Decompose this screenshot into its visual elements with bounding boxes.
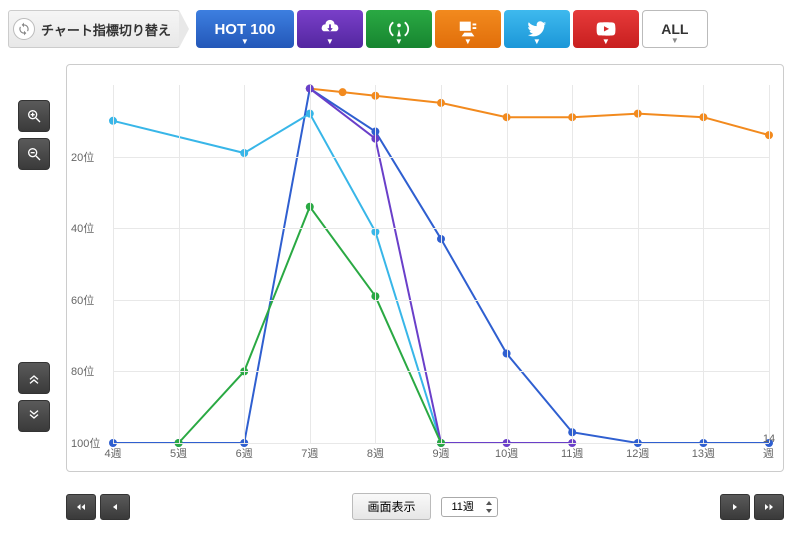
y-tick-label: 40位 <box>71 220 94 236</box>
tab-lookup[interactable]: ▼ <box>435 10 501 48</box>
x-tick-label: 11週 <box>561 445 583 461</box>
tab-download[interactable]: ▼ <box>297 10 363 48</box>
gridline-v <box>113 85 114 443</box>
nav-label: チャート指標切り替え <box>41 20 171 39</box>
x-tick-label: 7週 <box>301 445 318 461</box>
top-nav: チャート指標切り替え HOT 100▼▼▼▼▼▼ALL▼ <box>8 8 792 50</box>
series-cyan <box>113 114 441 443</box>
chart-panel: 4週5週6週7週8週9週10週11週12週13週14週 20位40位60位80位… <box>66 64 784 472</box>
gridline-v <box>441 85 442 443</box>
display-button[interactable]: 画面表示 <box>352 493 430 520</box>
vscroll-buttons <box>18 362 50 432</box>
gridline-v <box>769 85 770 443</box>
chevron-down-icon: ▼ <box>464 37 472 46</box>
y-tick-label: 60位 <box>71 292 94 308</box>
x-tick-label: 10週 <box>495 445 518 461</box>
x-tick-label: 8週 <box>367 445 384 461</box>
tabs: HOT 100▼▼▼▼▼▼ALL▼ <box>196 10 708 48</box>
zoom-in-button[interactable] <box>18 100 50 132</box>
tab-youtube[interactable]: ▼ <box>573 10 639 48</box>
bottom-controls: 画面表示 11週 <box>66 493 784 520</box>
center-controls: 画面表示 11週 <box>130 493 720 520</box>
app-root: チャート指標切り替え HOT 100▼▼▼▼▼▼ALL▼ 4週5週6週7週8週9… <box>0 0 800 536</box>
rewind-button[interactable] <box>66 494 96 520</box>
next-button[interactable] <box>720 494 750 520</box>
x-tick-label: 12週 <box>626 445 649 461</box>
gridline-v <box>310 85 311 443</box>
prev-button[interactable] <box>100 494 130 520</box>
gridline-v <box>703 85 704 443</box>
x-tick-label: 14週 <box>763 433 775 461</box>
y-tick-label: 100位 <box>71 435 100 451</box>
scroll-up-button[interactable] <box>18 362 50 394</box>
point-orange[interactable] <box>339 88 347 96</box>
gridline-h <box>113 443 769 444</box>
y-tick-label: 80位 <box>71 363 94 379</box>
x-tick-label: 6週 <box>236 445 253 461</box>
gridline-v <box>507 85 508 443</box>
chevron-down-icon: ▼ <box>671 36 679 45</box>
tab-all[interactable]: ALL▼ <box>642 10 708 48</box>
x-tick-label: 4週 <box>104 445 121 461</box>
week-select[interactable]: 11週 <box>441 497 498 517</box>
chevron-down-icon: ▼ <box>533 37 541 46</box>
gridline-v <box>179 85 180 443</box>
nav-left-group <box>66 494 130 520</box>
fastfwd-button[interactable] <box>754 494 784 520</box>
nav-label-wrap: チャート指標切り替え <box>8 10 180 48</box>
x-tick-label: 5週 <box>170 445 187 461</box>
chevron-down-icon: ▼ <box>395 37 403 46</box>
tab-streaming[interactable]: ▼ <box>366 10 432 48</box>
tab-label: HOT 100 <box>214 21 275 38</box>
tab-label: ALL <box>661 21 688 37</box>
gridline-v <box>375 85 376 443</box>
tab-twitter[interactable]: ▼ <box>504 10 570 48</box>
nav-right-group <box>720 494 784 520</box>
chevron-down-icon: ▼ <box>326 37 334 46</box>
refresh-icon[interactable] <box>13 18 35 40</box>
zoom-buttons <box>18 100 50 170</box>
zoom-out-button[interactable] <box>18 138 50 170</box>
gridline-v <box>638 85 639 443</box>
x-tick-label: 13週 <box>692 445 715 461</box>
tab-hot100[interactable]: HOT 100▼ <box>196 10 294 48</box>
scroll-down-button[interactable] <box>18 400 50 432</box>
x-tick-label: 9週 <box>432 445 449 461</box>
chevron-down-icon: ▼ <box>602 37 610 46</box>
y-tick-label: 20位 <box>71 149 94 165</box>
gridline-v <box>572 85 573 443</box>
chevron-down-icon: ▼ <box>241 37 249 46</box>
week-select-wrap: 11週 <box>441 497 498 517</box>
chart-plot: 4週5週6週7週8週9週10週11週12週13週14週 <box>113 85 769 443</box>
gridline-v <box>244 85 245 443</box>
